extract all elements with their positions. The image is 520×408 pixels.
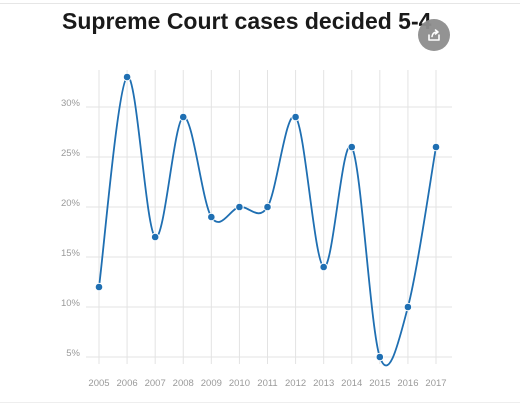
data-point[interactable] xyxy=(431,142,441,152)
data-points xyxy=(94,72,441,362)
x-tick-label: 2010 xyxy=(229,378,250,389)
x-tick-label: 2006 xyxy=(117,378,138,389)
data-point[interactable] xyxy=(319,262,328,272)
y-tick-label: 25% xyxy=(61,148,81,159)
x-tick-label: 2005 xyxy=(88,378,109,389)
x-tick-label: 2016 xyxy=(397,378,418,389)
data-point[interactable] xyxy=(291,112,300,122)
x-tick-label: 2017 xyxy=(425,378,446,389)
x-tick-label: 2009 xyxy=(201,378,222,389)
y-tick-label: 10% xyxy=(61,298,81,309)
share-icon xyxy=(428,29,440,41)
x-tick-label: 2013 xyxy=(313,378,334,389)
x-tick-label: 2008 xyxy=(173,378,194,389)
share-button[interactable] xyxy=(418,19,450,51)
y-axis-ticks: 5% 10% 15% 20% 25% 30% xyxy=(61,98,81,359)
data-point[interactable] xyxy=(94,282,104,292)
data-point[interactable] xyxy=(150,232,160,242)
data-point[interactable] xyxy=(178,112,188,122)
y-tick-label: 15% xyxy=(61,248,81,259)
data-point[interactable] xyxy=(263,202,272,212)
data-point[interactable] xyxy=(347,142,357,152)
data-point[interactable] xyxy=(122,72,132,82)
x-tick-label: 2015 xyxy=(369,378,390,389)
y-tick-label: 30% xyxy=(61,98,81,109)
y-tick-label: 5% xyxy=(66,348,80,359)
chart-title: Supreme Court cases decided 5-4 xyxy=(62,8,432,34)
top-divider xyxy=(0,3,520,4)
x-tick-label: 2014 xyxy=(341,378,362,389)
x-tick-label: 2011 xyxy=(257,378,277,389)
data-point[interactable] xyxy=(235,202,244,212)
x-tick-label: 2012 xyxy=(285,378,306,389)
grid-lines xyxy=(86,70,452,364)
data-point[interactable] xyxy=(403,302,413,312)
y-tick-label: 20% xyxy=(61,198,81,209)
x-tick-label: 2007 xyxy=(145,378,166,389)
x-axis-ticks: 2005 2006 2007 2008 2009 2010 2011 2012 2013 2014… xyxy=(88,378,446,389)
bottom-divider xyxy=(0,402,520,403)
data-point[interactable] xyxy=(375,352,385,362)
data-point[interactable] xyxy=(207,212,216,222)
